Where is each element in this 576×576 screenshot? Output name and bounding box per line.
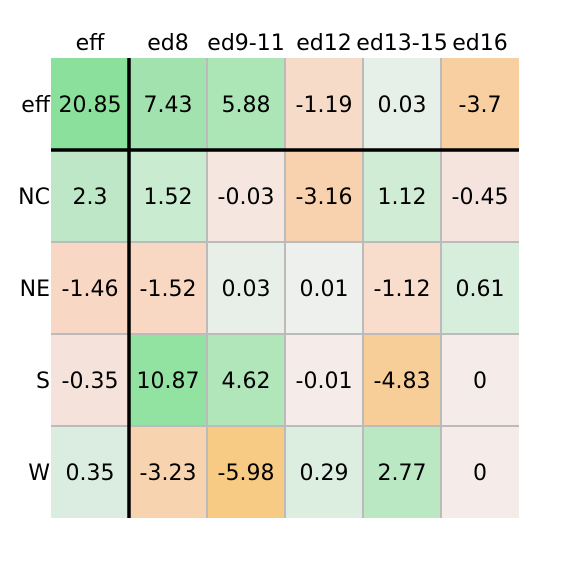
heatmap-cells [51,58,519,518]
column-labels: eff ed8 ed9-11 ed12 ed13-15 ed16 [76,31,508,56]
heatmap-cell [363,426,441,518]
cell-value-label: 0.03 [378,93,427,118]
heatmap-cell [285,58,363,150]
cell-value-label: -3.23 [140,461,197,486]
row-label: NC [18,185,50,210]
heatmap-cell [285,334,363,426]
cell-value-label: 0.35 [66,461,115,486]
row-label: eff [21,93,51,118]
cell-value-label: 2.77 [378,461,427,486]
column-label: ed13-15 [356,31,447,56]
cell-value-label: 1.52 [144,185,193,210]
cell-value-label: -0.35 [62,369,119,394]
heatmap-cell [129,242,207,334]
cell-value-label: 0.01 [300,277,349,302]
cell-value-label: 4.62 [222,369,271,394]
column-label: ed8 [147,31,189,56]
separator-lines [51,58,519,518]
cell-value-label: -0.01 [296,369,353,394]
heatmap-cell [51,150,129,242]
heatmap-cell [207,58,285,150]
cell-value-label: 0.61 [456,277,505,302]
heatmap-cell [129,150,207,242]
cell-value-label: 7.43 [144,93,193,118]
cell-value-label: -5.98 [218,461,275,486]
heatmap-cell [285,242,363,334]
heatmap-cell [285,150,363,242]
heatmap-cell [207,334,285,426]
cell-value-label: -3.7 [459,93,502,118]
cell-value-label: 0.29 [300,461,349,486]
row-label: W [28,461,50,486]
cell-value-label: -4.83 [374,369,431,394]
heatmap-cell [129,426,207,518]
cell-value-label: 0.03 [222,277,271,302]
column-label: ed12 [296,31,352,56]
column-label: ed9-11 [207,31,284,56]
heatmap-cell [363,150,441,242]
heatmap-cell [51,426,129,518]
cell-value-labels: 20.85 7.43 5.88 -1.19 0.03 -3.7 2.3 1.52 -0.03 -3… [59,93,509,486]
heatmap-cell [51,242,129,334]
heatmap-cell [129,58,207,150]
row-label: NE [20,277,50,302]
cell-value-label: -1.12 [374,277,431,302]
heatmap-cell [363,58,441,150]
row-label: S [36,369,50,394]
cell-value-label: 2.3 [73,185,108,210]
column-label: ed16 [452,31,508,56]
cell-value-label: 1.12 [378,185,427,210]
heatmap-cell [441,150,519,242]
heatmap-cell [207,426,285,518]
cell-value-label: 0 [473,461,487,486]
heatmap-cell [129,334,207,426]
cell-value-label: 20.85 [59,93,122,118]
heatmap-cell [441,426,519,518]
cell-value-label: -0.03 [218,185,275,210]
heatmap-cell [51,334,129,426]
cell-value-label: -3.16 [296,185,353,210]
heatmap-cell [441,242,519,334]
cell-value-label: -1.52 [140,277,197,302]
heatmap-cell [363,242,441,334]
cell-value-label: -1.19 [296,93,353,118]
heatmap-cell [207,242,285,334]
cell-value-label: 10.87 [137,369,200,394]
heatmap-cell [363,334,441,426]
cell-value-label: 5.88 [222,93,271,118]
cell-value-label: -1.46 [62,277,119,302]
heatmap-cell [285,426,363,518]
heatmap-cell [51,58,129,150]
cell-value-label: -0.45 [452,185,509,210]
heatmap-cell [207,150,285,242]
column-label: eff [76,31,106,56]
heatmap-cell [441,58,519,150]
heatmap-cell [441,334,519,426]
cell-value-label: 0 [473,369,487,394]
row-labels: eff NC NE S W [18,93,51,486]
